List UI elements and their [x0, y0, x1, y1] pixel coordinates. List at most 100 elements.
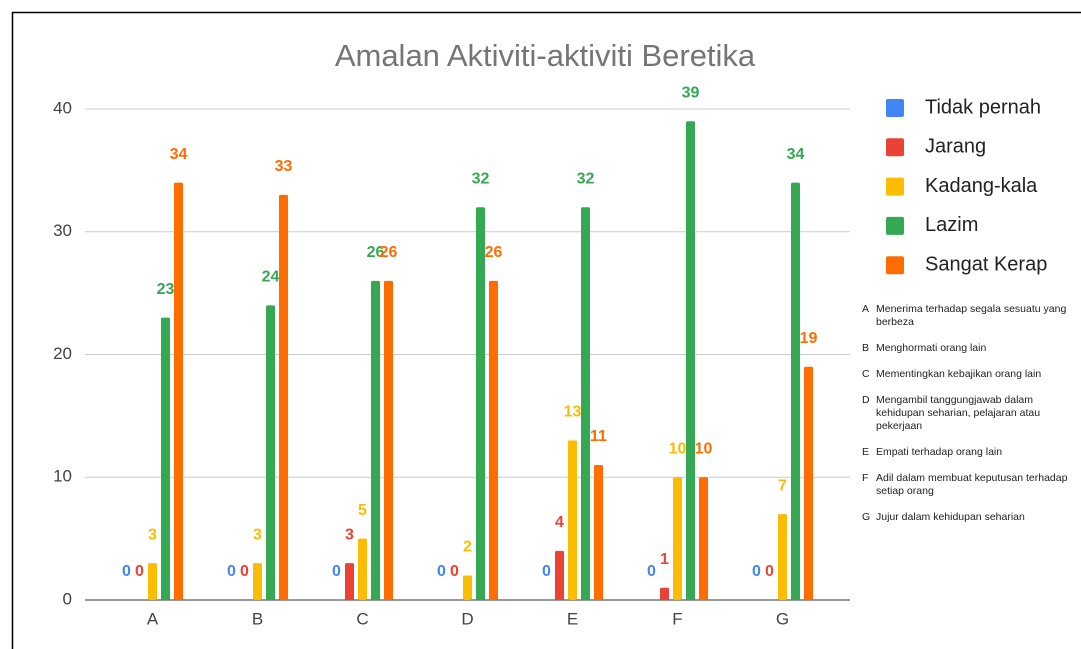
data-label: 0 — [752, 563, 761, 580]
note: G Jujur dalam kehidupan seharian — [862, 511, 1078, 524]
data-label: 33 — [275, 158, 293, 175]
bar — [686, 121, 695, 601]
legend-swatch — [886, 99, 904, 117]
y-tick-label: 40 — [53, 98, 72, 117]
bar — [660, 587, 669, 600]
y-tick-label: 20 — [53, 344, 72, 363]
note-text: Jujur dalam kehidupan seharian — [876, 511, 1025, 523]
legend-label: Sangat Kerap — [925, 253, 1047, 275]
note-text: Empati terhadap orang lain — [876, 446, 1003, 458]
note: A Menerima terhadap segala sesuatu yang b… — [862, 303, 1078, 329]
bar — [555, 550, 564, 600]
data-label: 0 — [240, 563, 249, 580]
bar — [594, 464, 603, 600]
bar — [791, 182, 800, 600]
bar — [568, 440, 577, 600]
bar — [161, 317, 170, 600]
data-label: 0 — [122, 563, 131, 580]
bar — [778, 514, 787, 600]
legend-label: Kadang-kala — [925, 175, 1038, 197]
legend-label: Tidak pernah — [925, 96, 1041, 118]
data-label: 32 — [472, 170, 490, 187]
data-label: 11 — [590, 428, 607, 445]
bar — [371, 280, 380, 600]
data-label: 24 — [262, 269, 280, 286]
data-label: 4 — [555, 514, 564, 531]
note-text: Adil dalam membuat keputusan terhadap se… — [876, 472, 1068, 497]
y-tick-label: 10 — [53, 467, 72, 486]
data-label: 19 — [800, 330, 818, 347]
note-key: A — [862, 303, 870, 315]
data-label: 0 — [227, 563, 236, 580]
data-label: 3 — [253, 526, 262, 543]
note-key: B — [862, 342, 870, 354]
x-tick-label: D — [461, 609, 473, 628]
note: B Menghormati orang lain — [862, 342, 1078, 355]
data-label: 10 — [669, 440, 687, 457]
note: C Mementingkan kebajikan orang lain — [862, 368, 1078, 381]
data-label: 0 — [135, 563, 144, 580]
y-tick-label: 30 — [53, 221, 72, 240]
data-label: 3 — [345, 526, 354, 543]
x-tick-label: C — [356, 609, 368, 628]
data-label: 34 — [787, 146, 805, 163]
legend-swatch — [886, 256, 904, 275]
note: E Empati terhadap orang lain — [862, 446, 1078, 459]
bar — [476, 207, 485, 600]
data-label: 3 — [148, 526, 157, 543]
chart-title: Amalan Aktiviti-aktiviti Beretika — [335, 38, 756, 73]
x-tick-label: E — [567, 609, 578, 628]
note-key: F — [862, 472, 869, 484]
bar — [673, 477, 682, 600]
x-tick-label: G — [776, 609, 789, 628]
bar — [148, 563, 157, 600]
legend-swatch — [886, 216, 904, 235]
x-tick-label: A — [147, 609, 159, 628]
bar — [266, 305, 275, 600]
legend-label: Jarang — [925, 136, 986, 158]
note: D Mengambil tanggungjawab dalam kehidupan… — [862, 394, 1078, 433]
data-label: 2 — [463, 539, 472, 556]
data-label: 32 — [577, 170, 595, 187]
bar — [174, 182, 183, 600]
note: F Adil dalam membuat keputusan terhadap s… — [862, 472, 1078, 498]
data-label: 1 — [660, 551, 669, 568]
note-key: G — [862, 511, 871, 523]
note-text: Mengambil tanggungjawab dalam kehidupan … — [876, 394, 1041, 432]
legend-label: Lazim — [925, 214, 978, 236]
data-label: 34 — [170, 146, 188, 163]
bar — [358, 538, 367, 600]
data-label: 23 — [157, 281, 175, 298]
data-label: 7 — [778, 477, 787, 494]
bar — [384, 280, 393, 600]
note-text: Mementingkan kebajikan orang lain — [876, 368, 1042, 380]
notes: A Menerima terhadap segala sesuatu yang b… — [862, 303, 1078, 537]
data-label: 0 — [765, 563, 774, 580]
data-label: 26 — [380, 244, 398, 261]
x-tick-label: B — [252, 609, 263, 628]
data-label: 0 — [450, 563, 459, 580]
bar — [345, 563, 354, 600]
data-label: 0 — [332, 563, 341, 580]
data-label: 39 — [682, 84, 700, 101]
x-tick-label: F — [672, 609, 682, 628]
note-key: D — [862, 394, 870, 406]
data-label: 26 — [367, 244, 385, 261]
data-label: 5 — [358, 502, 367, 519]
bar — [463, 575, 472, 600]
legend-swatch — [886, 177, 904, 196]
data-label: 0 — [437, 563, 446, 580]
note-key: E — [862, 446, 870, 458]
bar — [489, 280, 498, 600]
legend-swatch — [886, 138, 904, 157]
note-key: C — [862, 368, 870, 380]
data-label: 0 — [647, 563, 656, 580]
data-label: 26 — [485, 244, 503, 261]
frame — [11, 11, 1081, 649]
bar — [804, 366, 813, 600]
data-label: 13 — [564, 404, 582, 421]
data-label: 0 — [542, 563, 551, 580]
bar — [699, 477, 708, 600]
